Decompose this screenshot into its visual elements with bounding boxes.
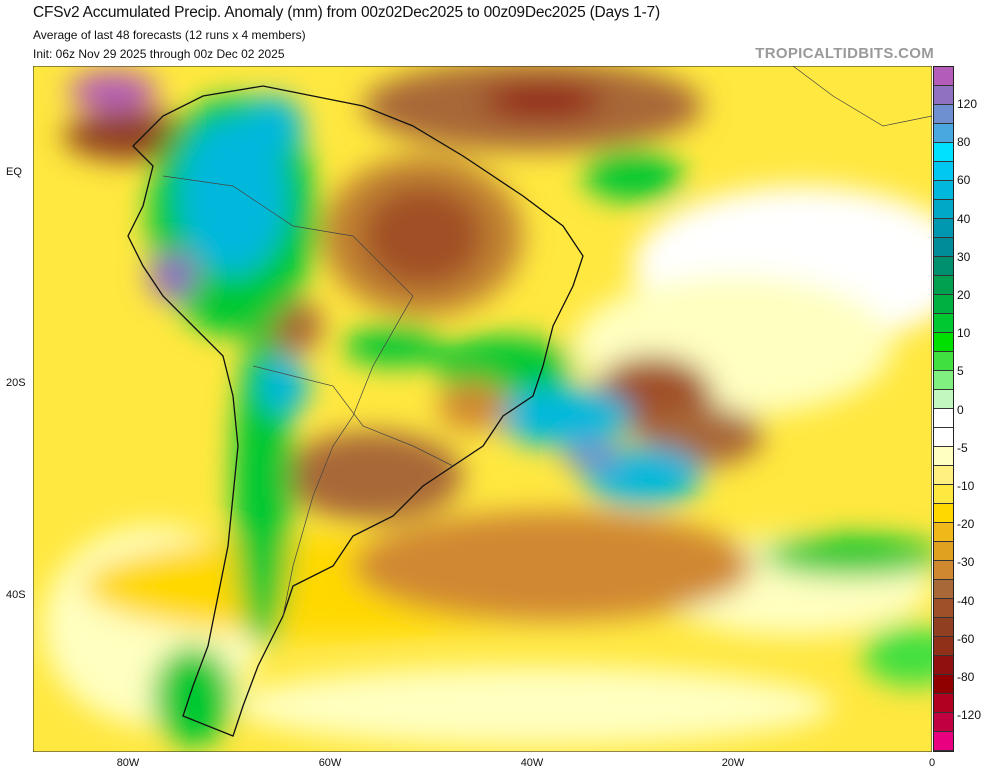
coastline	[127, 85, 584, 737]
colorbar-segment	[934, 143, 953, 162]
colorbar-label: -40	[957, 593, 975, 608]
colorbar-segment	[934, 447, 953, 466]
colorbar-segment	[934, 314, 953, 333]
colorbar-segment	[934, 257, 953, 276]
colorbar-segment	[934, 561, 953, 580]
colorbar-label: -30	[957, 555, 975, 570]
colorbar-segment	[934, 675, 953, 694]
colorbar-label: 30	[957, 249, 971, 264]
colorbar-label: -60	[957, 631, 975, 646]
colorbar-segment	[934, 599, 953, 618]
colorbar-segment	[934, 485, 953, 504]
init-time: Init: 06z Nov 29 2025 through 00z Dec 02…	[33, 47, 285, 61]
colorbar-segment	[934, 67, 953, 86]
map-subtitle: Average of last 48 forecasts (12 runs x …	[33, 28, 306, 42]
colorbar-label: -120	[957, 708, 982, 723]
colorbar-segment	[934, 409, 953, 428]
colorbar-segment	[934, 124, 953, 143]
colorbar-label: -80	[957, 670, 975, 684]
colorbar-segment	[934, 542, 953, 561]
colorbar-segment	[934, 732, 953, 751]
colorbar-segment	[934, 618, 953, 637]
colorbar-label: 60	[957, 173, 971, 188]
lon-label: 60W	[318, 757, 342, 769]
colorbar-segment	[934, 656, 953, 675]
colorbar-segment	[934, 105, 953, 124]
colorbar-segment	[934, 333, 953, 352]
colorbar-segment	[934, 371, 953, 390]
colorbar	[933, 66, 954, 752]
colorbar-label: 20	[957, 288, 971, 302]
colorbar-segment	[934, 295, 953, 314]
colorbar-label: -20	[957, 517, 975, 532]
colorbar-label: 10	[957, 326, 971, 341]
lon-label: 20W	[721, 757, 745, 769]
colorbar-label: 80	[957, 135, 971, 150]
colorbar-segment	[934, 238, 953, 257]
brand-watermark: TROPICALTIDBITS.COM	[755, 45, 934, 62]
colorbar-segment	[934, 86, 953, 105]
colorbar-segment	[934, 637, 953, 656]
lat-label: EQ	[6, 166, 22, 178]
colorbar-segment	[934, 352, 953, 371]
anomaly-field	[43, 66, 932, 746]
lat-label: 20S	[6, 377, 26, 389]
colorbar-label: -10	[957, 479, 975, 493]
lon-label: 40W	[520, 757, 544, 769]
colorbar-label: 0	[957, 402, 964, 417]
colorbar-segment	[934, 276, 953, 295]
colorbar-segment	[934, 219, 953, 238]
colorbar-label: -5	[957, 440, 968, 455]
colorbar-segment	[934, 466, 953, 485]
map-title: CFSv2 Accumulated Precip. Anomaly (mm) f…	[33, 4, 660, 21]
colorbar-label: 40	[957, 211, 971, 226]
colorbar-segment	[934, 181, 953, 200]
colorbar-segment	[934, 713, 953, 732]
colorbar-segment	[934, 694, 953, 713]
colorbar-segment	[934, 200, 953, 219]
colorbar-segment	[934, 523, 953, 542]
precip-anomaly-map	[33, 66, 932, 752]
colorbar-segment	[934, 504, 953, 523]
colorbar-segment	[934, 162, 953, 181]
lon-label: 80W	[116, 757, 140, 769]
colorbar-label: 5	[957, 364, 964, 379]
borders	[162, 66, 932, 617]
colorbar-segment	[934, 390, 953, 409]
colorbar-segment	[934, 580, 953, 599]
lat-label: 40S	[6, 589, 26, 601]
lon-label: 0	[928, 757, 936, 769]
colorbar-segment	[934, 428, 953, 447]
colorbar-label: 120	[957, 97, 978, 111]
